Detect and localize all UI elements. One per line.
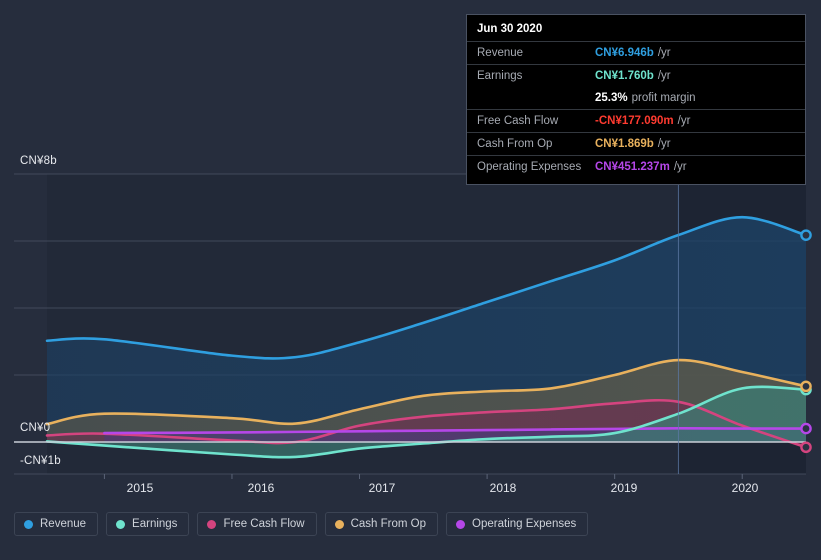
tooltip-row: Cash From Op CN¥1.869b/yr	[467, 132, 805, 155]
x-axis-label-2015: 2015	[126, 481, 154, 495]
tooltip-row-unit: /yr	[657, 70, 671, 82]
legend-item-earnings[interactable]: Earnings	[106, 512, 190, 536]
legend-color-dot-icon	[116, 519, 126, 529]
legend-item-label: Earnings	[132, 518, 178, 530]
series-line-operating-expenses	[103, 426, 808, 435]
tooltip-date: Jun 30 2020	[477, 23, 543, 35]
legend-item-operating-expenses[interactable]: Operating Expenses	[446, 512, 589, 536]
x-axis-label-2016: 2016	[247, 481, 275, 495]
chart-plot-area[interactable]: CN¥8b CN¥0 -CN¥1b 2015 2016 2017 2018 20…	[0, 0, 821, 500]
chart-legend: Revenue Earnings Free Cash Flow Cash From O…	[14, 512, 589, 536]
y-axis-label-zero: CN¥0	[20, 422, 51, 434]
tooltip-row-unit: /yr	[657, 47, 671, 59]
x-axis-label-2020: 2020	[731, 481, 759, 495]
area-fill-earnings	[47, 386, 806, 458]
endpoint-marker-cash-from-op	[800, 380, 812, 393]
legend-item-cash-from-op[interactable]: Cash From Op	[324, 512, 439, 536]
series-line-free-cash-flow	[45, 398, 808, 449]
tooltip-row-value: CN¥6.946b	[595, 47, 654, 59]
tooltip-row: Revenue CN¥6.946b/yr	[467, 41, 805, 64]
series-line-revenue	[45, 215, 808, 360]
endpoint-marker-revenue	[800, 229, 812, 241]
tooltip-row: Free Cash Flow -CN¥177.090m/yr	[467, 109, 805, 132]
legend-color-dot-icon	[334, 519, 344, 529]
tooltip-row-value: -CN¥177.090m	[595, 115, 674, 127]
x-axis-label-2017: 2017	[368, 481, 396, 495]
tooltip-row-label: Free Cash Flow	[477, 115, 559, 127]
tooltip-row-unit: profit margin	[631, 92, 696, 104]
legend-item-label: Cash From Op	[350, 518, 427, 530]
tooltip-row: 25.3% profit margin	[467, 87, 805, 109]
tooltip-row-label: Earnings	[477, 70, 523, 82]
tooltip-row: Operating Expenses CN¥451.237m/yr	[467, 155, 805, 178]
x-axis-label-2018: 2018	[489, 481, 517, 495]
legend-color-dot-icon	[207, 519, 217, 529]
financials-area-chart[interactable]	[0, 0, 821, 500]
y-axis-label-top: CN¥8b	[20, 155, 57, 167]
legend-item-free-cash-flow[interactable]: Free Cash Flow	[197, 512, 317, 536]
legend-item-revenue[interactable]: Revenue	[14, 512, 99, 536]
x-axis-label-2019: 2019	[610, 481, 638, 495]
endpoint-marker-operating-expenses	[800, 422, 812, 435]
legend-color-dot-icon	[24, 519, 33, 529]
y-axis-label-bottom: -CN¥1b	[20, 455, 61, 467]
chart-tooltip: Jun 30 2020 Revenue CN¥6.946b/yr Earnings C…	[466, 14, 806, 185]
tooltip-row-label: Cash From Op	[477, 138, 553, 150]
tooltip-row-unit: /yr	[673, 161, 687, 173]
tooltip-row-value: CN¥1.760b	[595, 70, 654, 82]
endpoint-marker-free-cash-flow	[800, 441, 812, 454]
tooltip-row: Earnings CN¥1.760b/yr	[467, 64, 805, 87]
legend-item-label: Revenue	[40, 518, 87, 530]
tooltip-row-label: Revenue	[477, 47, 524, 59]
tooltip-row-value: CN¥1.869b	[595, 138, 654, 150]
tooltip-row-label: Operating Expenses	[477, 161, 582, 173]
tooltip-row-unit: /yr	[677, 115, 691, 127]
tooltip-row-unit: /yr	[657, 138, 671, 150]
tooltip-row-value: 25.3%	[595, 92, 628, 104]
tooltip-row-value: CN¥451.237m	[595, 161, 670, 173]
legend-item-label: Operating Expenses	[472, 518, 577, 530]
legend-item-label: Free Cash Flow	[223, 518, 305, 530]
series-line-cash-from-op	[45, 358, 808, 426]
legend-color-dot-icon	[456, 519, 466, 529]
